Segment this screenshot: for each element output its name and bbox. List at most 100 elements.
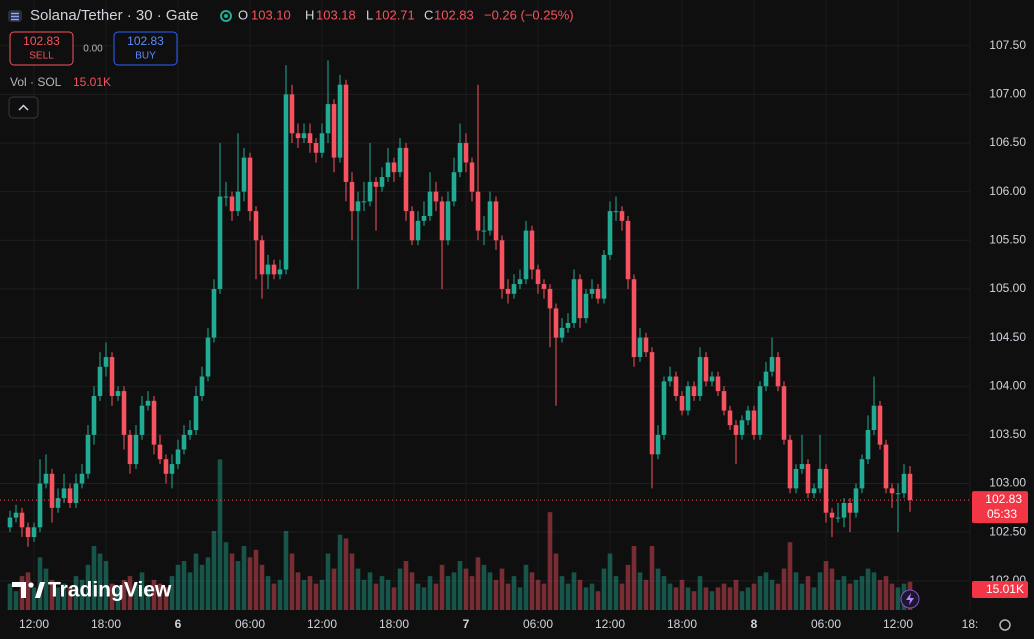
candle-body: [883, 444, 889, 489]
candle-body: [289, 94, 295, 134]
candle-body: [145, 400, 151, 406]
volume-bar: [157, 583, 163, 610]
candle-body: [391, 162, 397, 173]
x-tick-label: 06:00: [523, 617, 553, 631]
candle-body: [823, 468, 829, 513]
settings-icon[interactable]: [999, 619, 1011, 631]
x-tick-label: 7: [463, 617, 470, 631]
volume-bar: [445, 576, 451, 610]
volume-bar: [625, 564, 631, 610]
volume-bar: [457, 561, 463, 610]
candle-body: [895, 493, 901, 495]
candle-body: [811, 488, 817, 494]
candle-body: [463, 143, 469, 163]
candle-body: [589, 288, 595, 294]
candle-body: [673, 376, 679, 396]
y-tick-label: 105.00: [989, 281, 1026, 295]
candle-body: [685, 386, 691, 411]
candle-body: [235, 191, 241, 212]
volume-bar: [103, 561, 109, 610]
candle-body: [649, 352, 655, 455]
candle-body: [505, 288, 511, 294]
x-tick-label: 18:: [962, 617, 979, 631]
candle-body: [817, 468, 823, 489]
volume-bar: [799, 583, 805, 610]
candle-body: [421, 215, 427, 221]
volume-bar: [55, 587, 61, 610]
candle-body: [787, 439, 793, 489]
candle-body: [439, 201, 445, 241]
candle-body: [181, 434, 187, 450]
volume-bar: [385, 579, 391, 610]
volume-bar: [367, 572, 373, 610]
sell-button[interactable]: [9, 31, 74, 66]
candle-body: [661, 381, 667, 435]
volume-bar: [745, 587, 751, 610]
volume-bar: [463, 568, 469, 610]
volume-bar: [781, 568, 787, 610]
candle-body: [901, 473, 907, 494]
spread: 0.00: [83, 44, 103, 55]
candle-body: [397, 147, 403, 173]
candle-body: [547, 288, 553, 309]
volume-bar: [637, 572, 643, 610]
volume-bar: [499, 568, 505, 610]
candle-body: [121, 391, 127, 435]
ohlc-value: 103.18: [316, 7, 356, 22]
y-tick-label: 103.00: [989, 476, 1026, 490]
candle-body: [331, 104, 337, 158]
volume-bar: [553, 553, 559, 610]
buy-button[interactable]: [113, 31, 178, 66]
volume-bar: [757, 576, 763, 610]
volume-bar: [115, 587, 121, 610]
volume-bar: [715, 587, 721, 610]
volume-bar: [451, 572, 457, 610]
candle-body: [595, 288, 601, 299]
volume-bar: [595, 591, 601, 610]
volume-bar: [211, 530, 217, 610]
volume-bar: [571, 572, 577, 610]
volume-bar: [229, 553, 235, 610]
volume-bar: [607, 553, 613, 610]
volume-bar: [433, 583, 439, 610]
x-tick-label: 12:00: [883, 617, 913, 631]
volume-bar: [577, 579, 583, 610]
volume-bar: [487, 572, 493, 610]
candle-body: [769, 357, 775, 372]
volume-bar: [469, 576, 475, 610]
volume-bar: [841, 576, 847, 610]
volume-bar: [373, 583, 379, 610]
candle-body: [97, 366, 103, 396]
candle-body: [451, 172, 457, 202]
volume-bar: [661, 576, 667, 610]
candle-body: [385, 162, 391, 178]
alert-icon: [906, 593, 914, 605]
candle-body: [313, 143, 319, 153]
volume-bar: [889, 583, 895, 610]
candle-body: [367, 181, 373, 202]
volume-bar: [337, 534, 343, 610]
volume-bar: [733, 579, 739, 610]
price-tag: [972, 491, 1028, 524]
candle-body: [625, 220, 631, 280]
collapse-icon: [18, 104, 29, 111]
candle-body: [613, 211, 619, 213]
volume-bar: [223, 542, 229, 610]
volume-bar: [541, 583, 547, 610]
candle-body: [487, 201, 493, 231]
x-tick-label: 6: [175, 617, 182, 631]
volume-bar: [295, 572, 301, 610]
volume-bar: [805, 576, 811, 610]
candle-body: [277, 269, 283, 275]
volume-bar: [517, 587, 523, 610]
collapse-button[interactable]: [8, 96, 39, 119]
candle-body: [85, 434, 91, 474]
candle-body: [667, 376, 673, 382]
volume-bar: [511, 576, 517, 610]
volume-bar: [205, 557, 211, 610]
volume-bar: [823, 561, 829, 610]
volume-bar: [361, 579, 367, 610]
candle-body: [169, 464, 175, 474]
candle-body: [583, 293, 589, 319]
